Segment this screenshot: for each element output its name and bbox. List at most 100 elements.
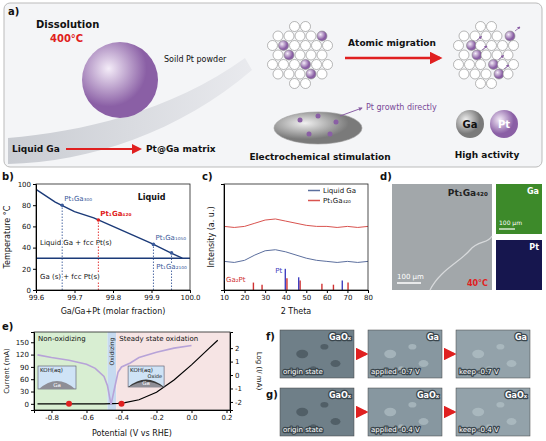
label: Non-oxidizing xyxy=(38,335,86,343)
label: Ga xyxy=(463,119,478,130)
migration-arrow xyxy=(477,37,482,41)
ga-atom xyxy=(323,41,333,51)
axis-title: Potential (V vs RHE) xyxy=(92,429,172,438)
tick-label: -0.6 xyxy=(80,414,94,422)
tick-label: 30 xyxy=(20,388,29,396)
tick: 0.0 xyxy=(186,410,197,422)
axis-line xyxy=(225,291,369,294)
region xyxy=(34,332,108,410)
surface-feature xyxy=(419,418,429,425)
surface-feature xyxy=(472,350,484,358)
label: applied -0.7 V xyxy=(371,368,420,376)
plot-area xyxy=(224,219,368,290)
axis: 99.699.799.899.9100.0 xyxy=(29,290,201,302)
ga-atom xyxy=(492,50,502,60)
axis-line xyxy=(221,185,225,291)
tick-label: 60 xyxy=(20,376,29,384)
reference-stick xyxy=(298,277,299,290)
panel-letter: b) xyxy=(2,171,14,182)
tick-label: 20 xyxy=(22,266,31,274)
label: Liquid Ga + fcc Pt(s) xyxy=(40,239,112,247)
inset: KOH(aq)OxideGa xyxy=(128,366,164,387)
surface-feature xyxy=(320,402,328,408)
tick: 60 xyxy=(22,223,36,231)
legend-label: Pt₁Ga₄₂₀ xyxy=(323,197,351,205)
axis-line xyxy=(37,291,191,294)
axis xyxy=(221,185,225,291)
ga-atom xyxy=(317,50,327,60)
tick: 90 xyxy=(20,364,34,372)
surface-feature xyxy=(384,350,396,358)
ga-atom xyxy=(323,60,333,70)
tick: 30 xyxy=(261,290,270,302)
figure: a)Dissolution400°CSoild Pt powderLiquid … xyxy=(0,0,546,441)
micrograph xyxy=(456,388,530,436)
series-line xyxy=(224,250,368,263)
legend-swatch xyxy=(308,200,320,202)
migration-arrow xyxy=(515,27,520,31)
surface-feature xyxy=(331,418,341,425)
tick-mark xyxy=(286,290,287,293)
plot-frame xyxy=(224,184,368,290)
tick-mark xyxy=(306,290,307,293)
tick-label: 99.8 xyxy=(106,294,122,302)
tick-label: 40 xyxy=(282,294,291,302)
ga-atom xyxy=(459,31,469,41)
tick-mark xyxy=(33,226,36,227)
ga-atom xyxy=(503,69,513,79)
tick-mark xyxy=(122,410,123,413)
tick-label: 80 xyxy=(22,202,31,210)
pt-nucleus xyxy=(307,132,312,137)
label: Pt xyxy=(498,119,510,130)
label: Dissolution xyxy=(36,19,99,30)
label: 400°C xyxy=(50,33,83,44)
legend: Liquid GaPt₁Ga₄₂₀ xyxy=(308,187,356,205)
arrow xyxy=(66,148,140,150)
axis-line xyxy=(231,333,234,411)
tick-label: -0.4 xyxy=(115,414,129,422)
micrograph xyxy=(368,388,442,436)
surface-feature xyxy=(472,408,484,416)
ga-atom xyxy=(487,79,497,89)
pt-sphere xyxy=(490,110,518,138)
micrograph xyxy=(392,184,492,290)
tick-mark xyxy=(230,388,233,389)
atom-cluster xyxy=(454,22,521,89)
tick: 40 xyxy=(282,290,291,302)
panel-letter: f) xyxy=(266,331,275,342)
tick-label: 60 xyxy=(22,223,31,231)
ga-atom xyxy=(509,60,519,70)
label: Oxide xyxy=(148,373,163,379)
tick-mark xyxy=(192,410,193,413)
pt-atom xyxy=(494,69,504,79)
ga-atom xyxy=(470,31,480,41)
label: 100 μm xyxy=(499,219,522,227)
composition-point xyxy=(97,218,101,222)
label: High activity xyxy=(455,150,520,160)
tick-mark xyxy=(113,290,114,293)
axis-title: Intensity (a. u.) xyxy=(207,206,216,267)
migration-arrow xyxy=(482,46,487,50)
label: origin state xyxy=(283,426,323,434)
migration-arrow xyxy=(504,65,509,69)
tick-label: 20 xyxy=(241,294,250,302)
eds-map xyxy=(496,240,542,290)
tick: 60 xyxy=(323,290,332,302)
label: Liquid Ga xyxy=(12,144,60,154)
migration-arrow xyxy=(499,56,504,60)
micrograph xyxy=(368,330,442,378)
tick-mark xyxy=(230,402,233,403)
surface-feature xyxy=(331,360,341,367)
panel-d: d)Pt₁Ga₄₂₀100 μm40°CGa100 μmPt xyxy=(380,171,542,290)
tick-mark xyxy=(52,410,53,413)
reference-stick xyxy=(321,284,322,290)
tick-label: 40 xyxy=(22,244,31,252)
panel-letter: c) xyxy=(202,171,213,182)
tick-mark xyxy=(227,410,228,413)
surface-feature xyxy=(320,344,328,350)
tick: 100 xyxy=(18,181,36,189)
axis: 020406080100 xyxy=(18,181,37,295)
label: Pt₁Ga₄₂₀ xyxy=(448,188,488,198)
inset-electrolyte xyxy=(38,366,76,389)
label: Pt xyxy=(529,243,539,252)
